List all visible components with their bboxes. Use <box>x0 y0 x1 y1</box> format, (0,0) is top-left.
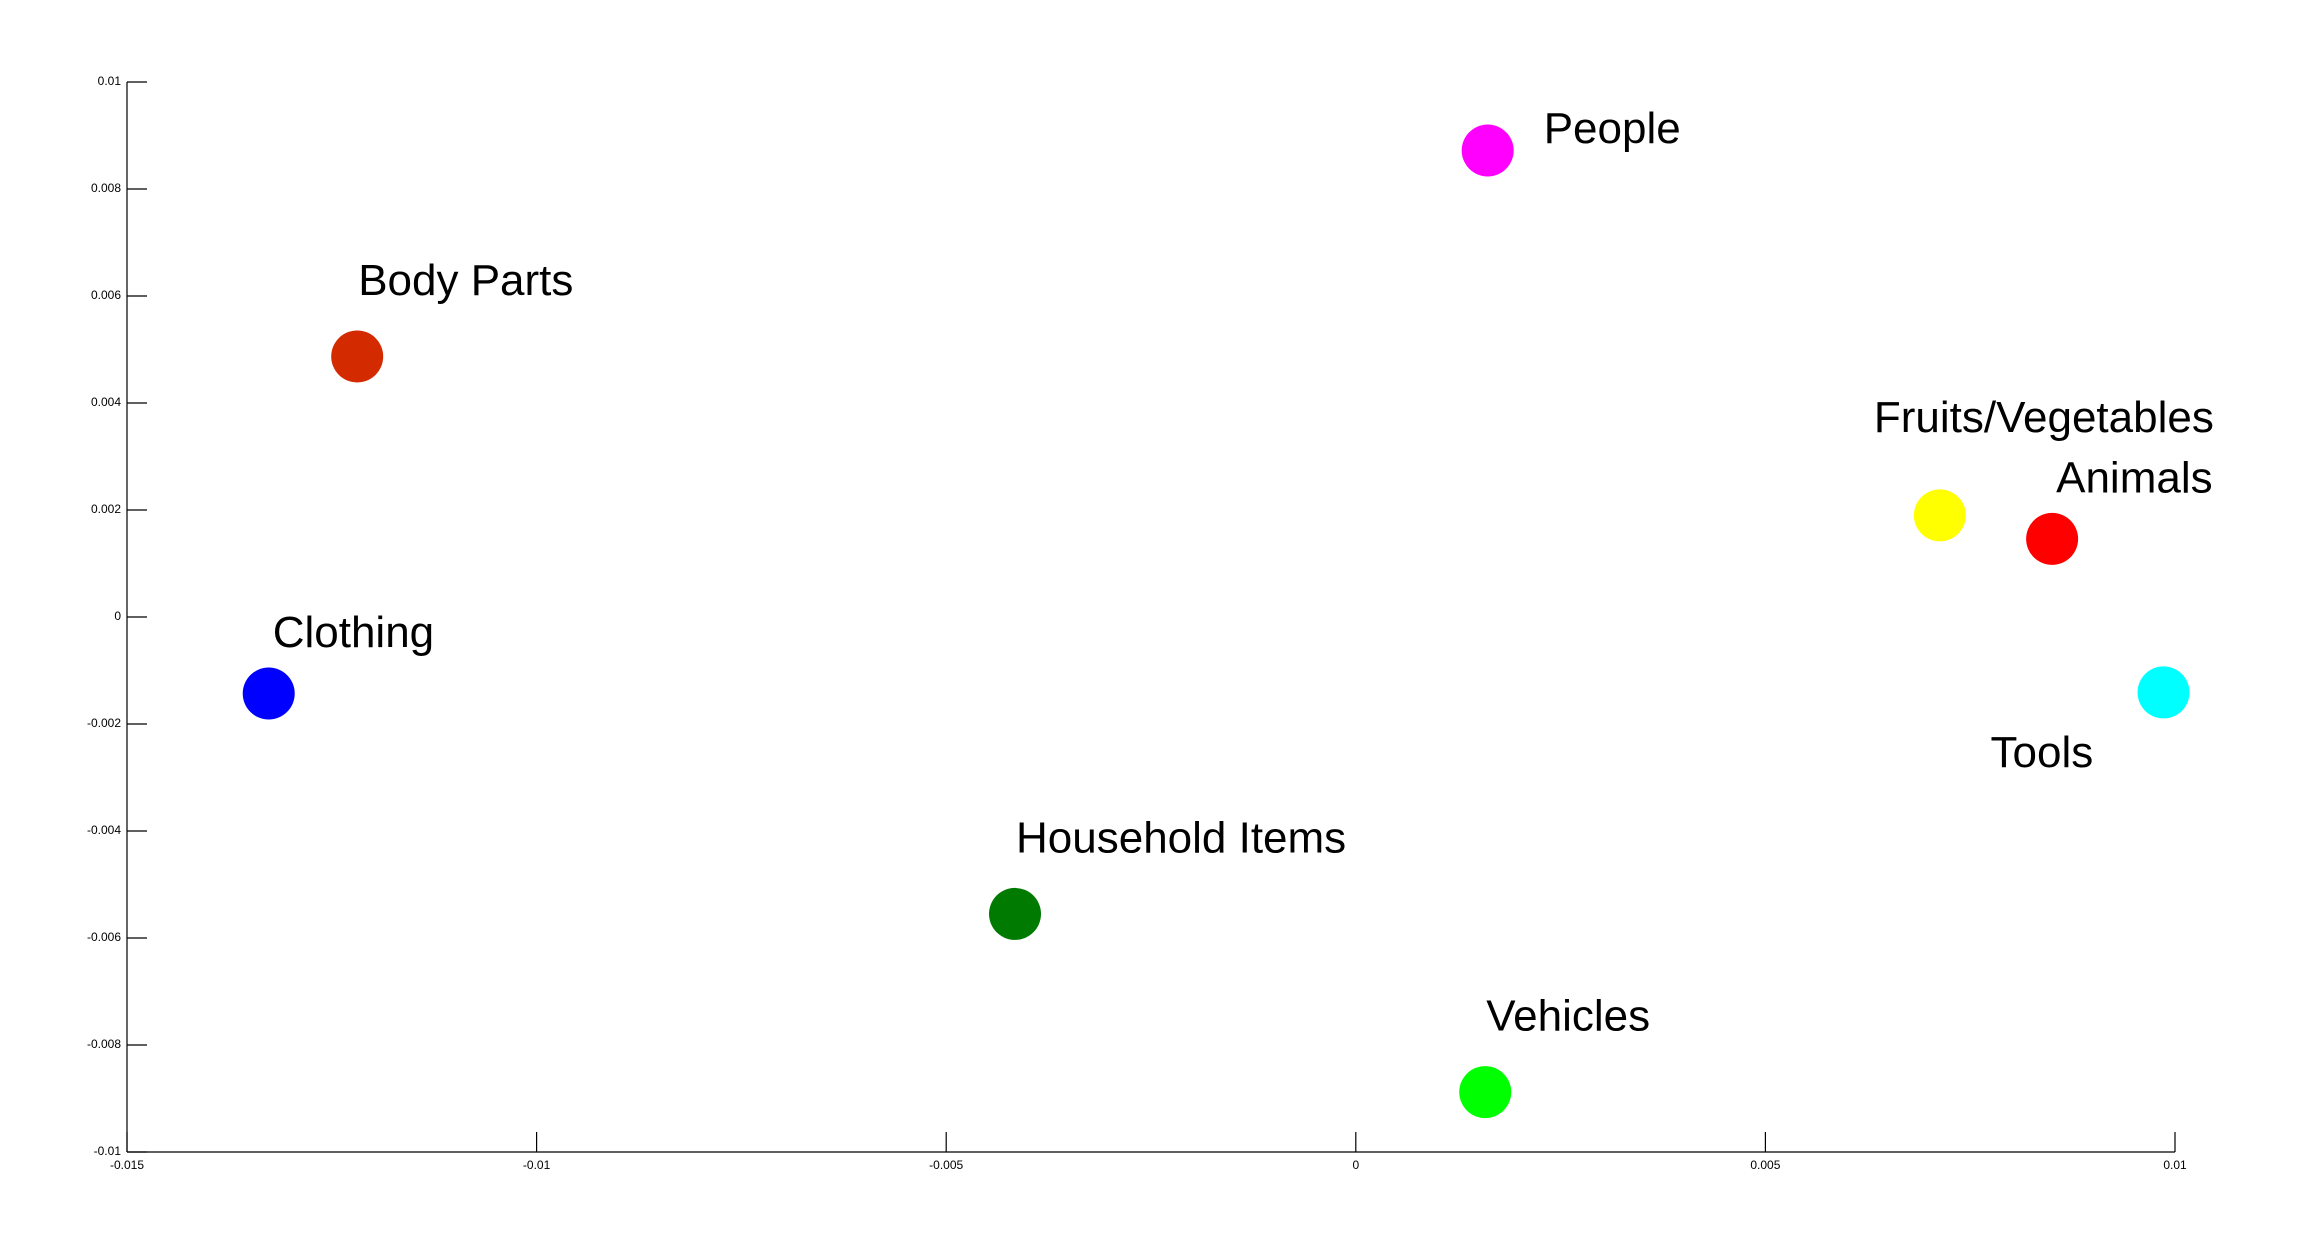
x-tick-label: 0.005 <box>1750 1158 1780 1172</box>
y-tick-label: -0.008 <box>87 1037 121 1051</box>
point <box>331 330 384 383</box>
point <box>1461 124 1514 177</box>
y-tick-label: 0 <box>114 609 121 623</box>
y-tick-label: 0.006 <box>91 288 121 302</box>
y-tick-label: 0.008 <box>91 181 121 195</box>
x-tick-label: -0.015 <box>110 1158 144 1172</box>
y-tick-label: 0.004 <box>91 395 121 409</box>
point <box>989 887 1042 940</box>
point-label: Animals <box>2056 454 2213 503</box>
point <box>1913 489 1966 542</box>
y-tick-label: -0.002 <box>87 716 121 730</box>
x-tick-label: 0.01 <box>2163 1158 2187 1172</box>
y-tick-label: 0.01 <box>98 74 122 88</box>
x-tick-label: -0.005 <box>929 1158 963 1172</box>
point-label: Clothing <box>273 608 434 657</box>
point-label: People <box>1544 104 1681 153</box>
x-tick-label: -0.01 <box>523 1158 551 1172</box>
point <box>1459 1066 1512 1119</box>
point-label: Fruits/Vegetables <box>1874 393 2214 442</box>
point <box>242 667 295 720</box>
point-label: Household Items <box>1016 814 1346 863</box>
point <box>2026 512 2079 565</box>
x-tick-label: 0 <box>1352 1158 1359 1172</box>
point-label: Body Parts <box>358 256 573 305</box>
y-tick-label: -0.01 <box>94 1144 122 1158</box>
point <box>2137 666 2190 719</box>
y-tick-label: -0.004 <box>87 823 121 837</box>
y-tick-label: -0.006 <box>87 930 121 944</box>
y-tick-label: 0.002 <box>91 502 121 516</box>
point-label: Tools <box>1991 728 2094 777</box>
point-label: Vehicles <box>1486 992 1650 1041</box>
